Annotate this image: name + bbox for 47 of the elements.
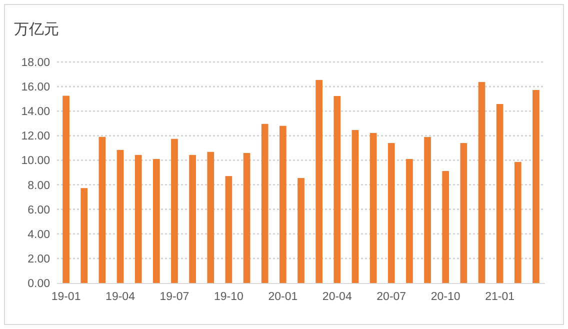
x-tick-label: 20-04 bbox=[322, 291, 352, 303]
bar bbox=[370, 132, 377, 283]
bar bbox=[388, 143, 395, 283]
bar bbox=[243, 152, 250, 283]
y-tick-label: 6.00 bbox=[28, 204, 50, 216]
bar bbox=[225, 176, 232, 283]
y-tick-label: 4.00 bbox=[28, 228, 50, 241]
y-tick-label: 14.00 bbox=[21, 106, 50, 118]
bar bbox=[261, 124, 268, 283]
y-tick-label: 12.00 bbox=[21, 130, 50, 143]
x-tick-label: 19-01 bbox=[51, 291, 81, 303]
y-tick-label: 0.00 bbox=[28, 278, 50, 290]
y-tick-label: 2.00 bbox=[28, 253, 50, 266]
x-tick-label: 20-01 bbox=[268, 291, 298, 303]
x-tick-label: 20-07 bbox=[376, 291, 406, 303]
bar bbox=[442, 171, 450, 283]
y-axis-title: 万亿元 bbox=[14, 21, 59, 38]
y-tick-label: 8.00 bbox=[28, 180, 50, 192]
y-tick-label: 18.00 bbox=[21, 57, 50, 69]
bar bbox=[116, 150, 124, 283]
bar bbox=[152, 158, 160, 283]
bar bbox=[62, 96, 70, 283]
bar bbox=[80, 188, 88, 283]
bar bbox=[134, 154, 142, 283]
bar bbox=[514, 162, 522, 283]
x-tick-label: 19-10 bbox=[214, 291, 244, 303]
x-tick-label: 21-01 bbox=[485, 291, 515, 303]
y-tick-label: 10.00 bbox=[21, 155, 50, 168]
bar bbox=[298, 178, 304, 283]
bar bbox=[496, 104, 504, 283]
x-tick-label: 19-04 bbox=[106, 291, 136, 303]
bar bbox=[478, 82, 486, 283]
bar bbox=[207, 152, 214, 283]
bar bbox=[406, 158, 413, 283]
bar bbox=[98, 136, 106, 283]
bar bbox=[189, 154, 196, 283]
bar bbox=[171, 138, 178, 283]
x-tick-label: 20-10 bbox=[430, 291, 460, 303]
bar bbox=[460, 143, 468, 283]
bar bbox=[316, 80, 323, 283]
y-tick-label: 16.00 bbox=[21, 82, 50, 94]
x-tick-label: 19-07 bbox=[160, 291, 190, 303]
bar bbox=[334, 96, 341, 283]
bar bbox=[352, 130, 359, 283]
bar bbox=[279, 126, 286, 283]
bar bbox=[424, 137, 431, 283]
bar bbox=[532, 90, 540, 283]
